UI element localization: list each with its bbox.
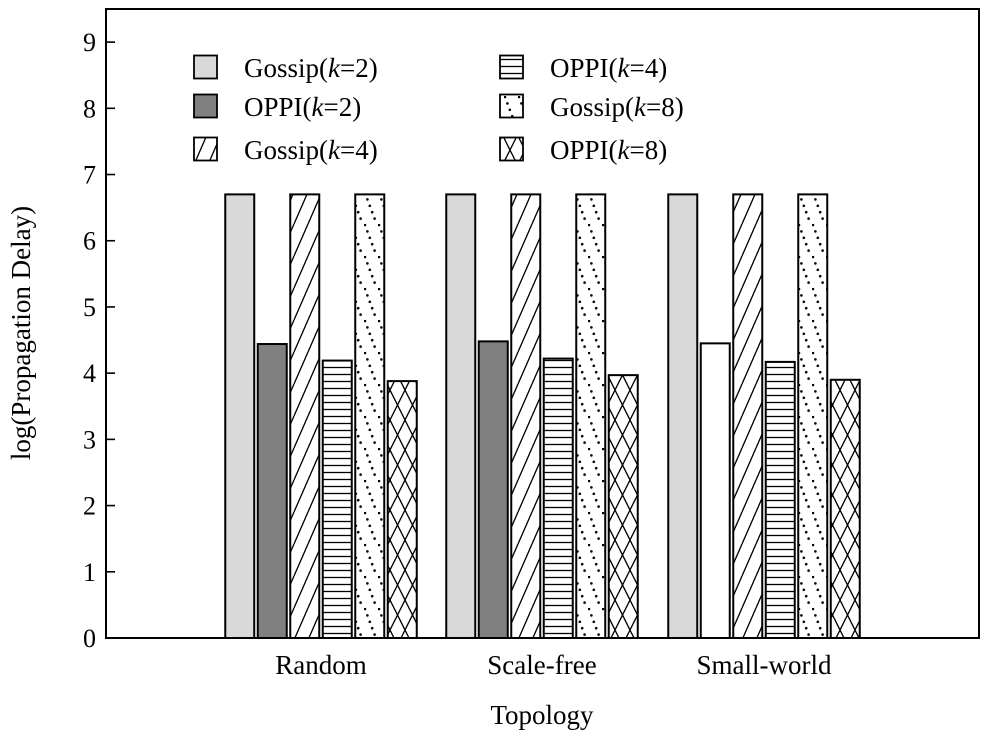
bar-horizontal-random: [321, 359, 353, 639]
bar-diagonal-random: [289, 193, 321, 640]
legend-swatch-solid-light: [193, 54, 218, 80]
legend-label: Gossip(k=2): [244, 53, 378, 83]
legend-swatch-dots: [499, 93, 524, 119]
bar-crosshatch-random: [386, 380, 418, 639]
legend-label: OPPI(k=2): [244, 92, 361, 122]
bar-diagonal-scale-free: [510, 193, 542, 640]
y-tick-label: 0: [83, 624, 96, 653]
x-category-label: Scale-free: [487, 650, 596, 680]
legend-swatch-diagonal: [193, 136, 218, 162]
bar-crosshatch-small-world: [829, 378, 861, 639]
bar-solid-dark-small-world: [699, 342, 731, 639]
legend-label: Gossip(k=4): [244, 135, 378, 165]
y-tick-label: 7: [83, 161, 96, 190]
bar-solid-light-scale-free: [445, 193, 477, 640]
legend-swatch-horizontal: [499, 54, 524, 80]
bar-solid-light-random: [224, 193, 256, 640]
bar-solid-dark-random: [256, 343, 288, 639]
legend-swatch-crosshatch: [499, 136, 524, 162]
x-axis: Random Scale-free Small-world: [275, 650, 832, 680]
y-tick-label: 5: [83, 293, 96, 322]
plot-area-border: [105, 8, 980, 639]
legend: Gossip(k=2) OPPI(k=2) Gossip(k=4) OPPI(k=4)…: [193, 53, 684, 165]
x-axis-title: Topology: [490, 700, 594, 730]
bar-dots-small-world: [797, 193, 829, 640]
legend-label: OPPI(k=8): [550, 135, 667, 165]
bar-dots-scale-free: [575, 193, 607, 640]
y-axis-title: log(Propagation Delay): [6, 206, 36, 460]
bar-dots-random: [354, 193, 386, 640]
plot-frame: [105, 8, 980, 639]
bar-solid-light-small-world: [667, 193, 699, 640]
y-axis: 0 1 2 3 4 5 6 7 8 9: [83, 28, 115, 653]
legend-swatch-solid-dark: [193, 93, 218, 119]
bar-solid-dark-scale-free: [477, 340, 509, 639]
legend-label: OPPI(k=4): [550, 53, 667, 83]
x-category-label: Small-world: [697, 650, 832, 680]
y-tick-label: 6: [83, 227, 96, 256]
y-tick-label: 3: [83, 425, 96, 454]
bar-crosshatch-scale-free: [607, 374, 639, 639]
x-category-label: Random: [275, 650, 367, 680]
y-tick-label: 4: [83, 359, 96, 388]
bar-horizontal-small-world: [764, 360, 796, 639]
y-tick-label: 2: [83, 492, 96, 521]
y-tick-label: 8: [83, 94, 96, 123]
legend-label: Gossip(k=8): [550, 92, 684, 122]
bar-diagonal-small-world: [732, 193, 764, 640]
bars-group: [224, 193, 861, 640]
y-tick-label: 9: [83, 28, 96, 57]
y-tick-label: 1: [83, 558, 96, 587]
bar-horizontal-scale-free: [542, 357, 574, 639]
